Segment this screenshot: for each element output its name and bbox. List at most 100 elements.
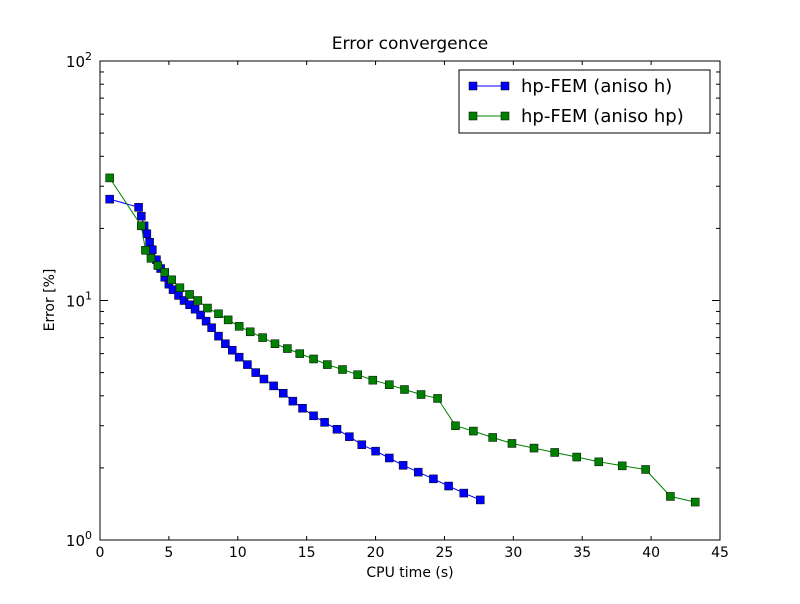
x-tick-label: 15 [298, 545, 316, 561]
legend-marker-aniso-hp [468, 111, 478, 121]
series-0-point [207, 323, 216, 332]
series-1-point [572, 452, 581, 462]
series-0-point [476, 495, 485, 505]
series-0-point [269, 381, 278, 391]
x-tick-label: 40 [642, 545, 660, 561]
series-0-point [429, 474, 438, 484]
series-1-point [451, 421, 460, 430]
series-0-point [459, 488, 468, 498]
series-0-point [278, 388, 288, 398]
series-1-point [193, 296, 203, 305]
series-1-point [594, 457, 604, 467]
series-1-point [203, 303, 212, 313]
x-tick-label: 30 [504, 545, 522, 561]
y-tick-label-exponent: 0 [85, 529, 92, 542]
series-0-point [234, 352, 244, 362]
series-1-point [385, 380, 394, 389]
y-tick-label: 100 [66, 529, 92, 550]
y-tick-label-base: 10 [66, 53, 85, 71]
x-tick-label: 20 [367, 545, 385, 561]
series-0-point [214, 331, 223, 341]
series-0-point [251, 368, 260, 377]
series-0-point [385, 453, 394, 463]
series-1-point [160, 268, 170, 277]
series-1-point [167, 275, 176, 285]
series-0-point [105, 194, 114, 204]
series-1-point [153, 261, 163, 270]
series-1-point [338, 365, 347, 374]
series-0-point [137, 211, 146, 221]
series-1-point [141, 246, 150, 255]
series-0-point [444, 481, 453, 491]
x-axis-ticks: 0 5 10 15 20 25 30 35 40 45 [96, 61, 729, 561]
series-1-point [283, 344, 292, 353]
series-0-point [298, 403, 307, 413]
series-1-point [550, 448, 559, 457]
y-tick-label-base: 10 [66, 293, 85, 311]
series-1-point [617, 461, 627, 471]
series-1-point [234, 322, 244, 331]
series-1-point [433, 394, 442, 403]
x-tick-label: 5 [164, 545, 173, 561]
series-1-point [245, 327, 255, 337]
plot-area [105, 173, 700, 507]
series-0-point [309, 411, 318, 421]
series-0-point [145, 238, 154, 247]
series-0-point [259, 374, 269, 384]
series-1-point [666, 492, 675, 501]
series-0-point [345, 432, 354, 441]
x-tick-label: 25 [436, 545, 454, 561]
series-1-point [175, 283, 185, 293]
series-0-point [221, 339, 230, 348]
series-1-point [641, 465, 650, 474]
series-0-point [332, 425, 342, 434]
legend-marker-aniso-h [468, 81, 478, 91]
legend-box [458, 69, 711, 134]
y-tick-label-exponent: 2 [85, 50, 92, 63]
series-1-point [529, 443, 539, 453]
series-1-point [416, 390, 426, 399]
series-0-point [185, 300, 194, 309]
series-0-point [201, 316, 211, 326]
series-1-point [258, 333, 267, 342]
series-0-point [228, 345, 237, 355]
series-1-point [400, 385, 409, 394]
series-1-point [507, 439, 517, 448]
series-1-point [146, 254, 156, 263]
legend: hp-FEM (aniso h) hp-FEM (aniso hp) [458, 69, 711, 134]
x-tick-label: 0 [96, 545, 105, 561]
series-1-point [309, 354, 318, 364]
series-1-point [295, 349, 305, 358]
series-1-point [137, 221, 146, 231]
x-tick-label: 10 [229, 545, 247, 561]
series-1-point [488, 433, 497, 442]
legend-label-aniso-h: hp-FEM (aniso h) [521, 76, 672, 97]
series-1-point [469, 426, 478, 436]
series-0-point [320, 418, 329, 427]
series-1-point [214, 309, 223, 319]
series-0-point [414, 467, 423, 477]
series-1-point [270, 339, 280, 348]
chart-title: Error convergence [332, 34, 488, 54]
legend-marker-aniso-hp [500, 111, 510, 121]
series-1-point [323, 360, 332, 369]
x-axis-label: CPU time (s) [366, 565, 453, 581]
series-1-point [353, 370, 362, 379]
x-tick-label: 45 [711, 545, 729, 561]
y-tick-label-exponent: 1 [85, 290, 92, 303]
y-tick-label: 102 [66, 50, 92, 71]
series-1-point [185, 290, 194, 299]
series-0-point [288, 396, 298, 406]
series-0-point [134, 203, 143, 212]
series-0-point [398, 461, 408, 470]
series-1-point [368, 375, 378, 385]
series-0-point [371, 446, 380, 456]
legend-label-aniso-hp: hp-FEM (aniso hp) [521, 106, 684, 127]
y-axis-label: Error [%] [42, 269, 58, 332]
y-tick-label: 101 [66, 290, 92, 311]
series-0-point [196, 310, 205, 320]
series-1-point [223, 315, 233, 325]
legend-marker-aniso-h [500, 81, 510, 91]
